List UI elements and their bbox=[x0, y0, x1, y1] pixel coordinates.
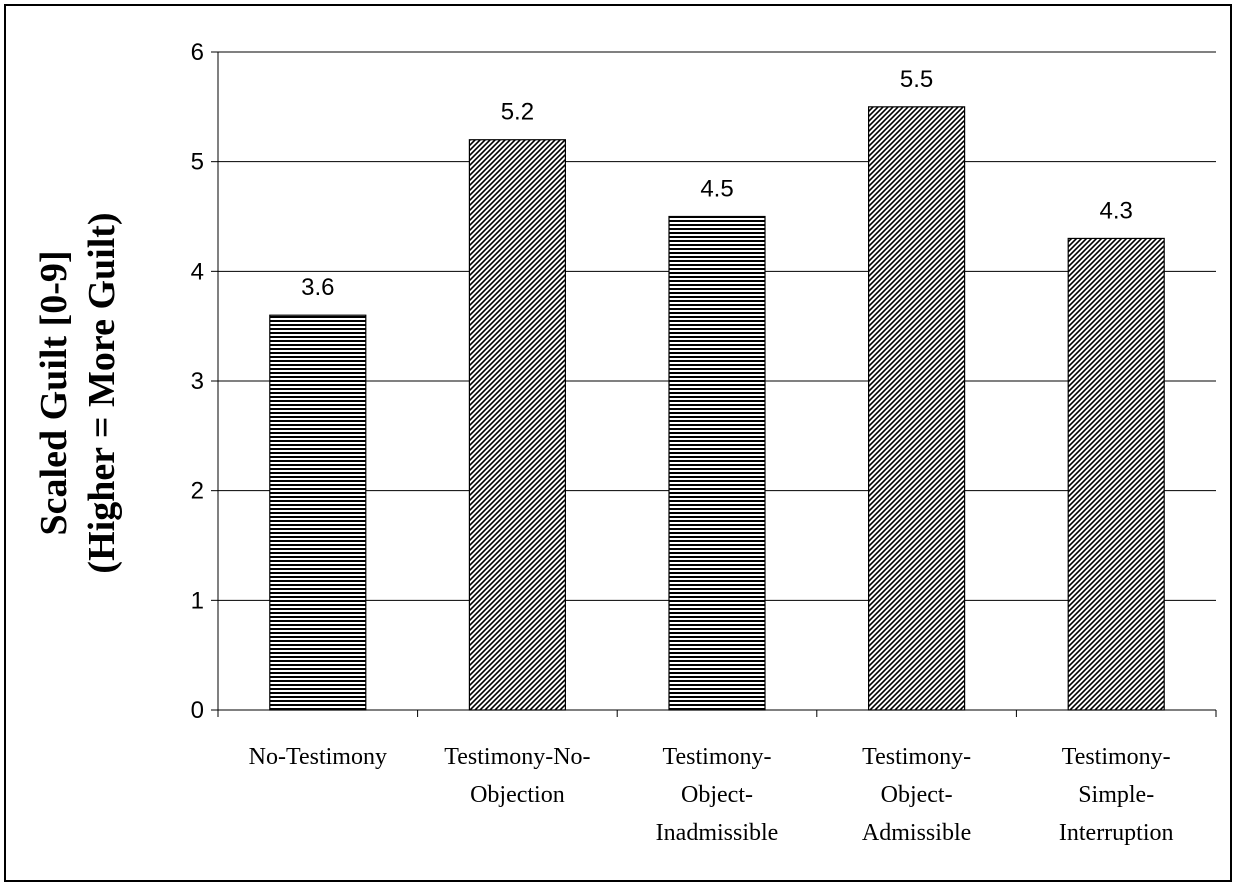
x-category-label-3: Testimony-Object-Inadmissible bbox=[656, 744, 779, 846]
data-label-3: 4.5 bbox=[700, 176, 733, 203]
y-tick-label-6: 6 bbox=[191, 39, 204, 66]
y-tick-label-0: 0 bbox=[191, 697, 204, 724]
bar-4 bbox=[867, 106, 966, 711]
y-tick-label-1: 1 bbox=[191, 587, 204, 614]
bars bbox=[269, 106, 1165, 711]
labels: 0 1 2 3 4 5 6 3.6 No-Testimony 5.2 Testimony-No-Ob… bbox=[33, 39, 1174, 846]
x-category-label-1: No-Testimony bbox=[249, 744, 387, 770]
y-tick-label-4: 4 bbox=[191, 258, 204, 285]
gridlines bbox=[218, 51, 1216, 601]
y-tick-label-2: 2 bbox=[191, 478, 204, 505]
x-category-label-5: Testimony-Simple-Interruption bbox=[1059, 744, 1174, 846]
data-label-5: 4.3 bbox=[1100, 197, 1133, 224]
bar-2 bbox=[468, 139, 566, 711]
data-label-1: 3.6 bbox=[301, 274, 334, 301]
bar-3 bbox=[668, 215, 766, 711]
y-axis-label: Scaled Guilt [0-9] (Higher = More Guilt) bbox=[33, 212, 123, 573]
x-category-label-2: Testimony-No-Objection bbox=[444, 744, 590, 808]
axes bbox=[211, 51, 1217, 717]
y-tick-label-3: 3 bbox=[191, 368, 204, 395]
chart-frame bbox=[4, 4, 1232, 882]
x-category-label-4: Testimony-Object-Admissible bbox=[862, 744, 971, 846]
bar-1 bbox=[269, 314, 367, 711]
y-tick-label-5: 5 bbox=[191, 149, 204, 176]
data-label-2: 5.2 bbox=[501, 99, 534, 126]
bar-5 bbox=[1067, 237, 1165, 711]
data-label-4: 5.5 bbox=[900, 66, 933, 93]
